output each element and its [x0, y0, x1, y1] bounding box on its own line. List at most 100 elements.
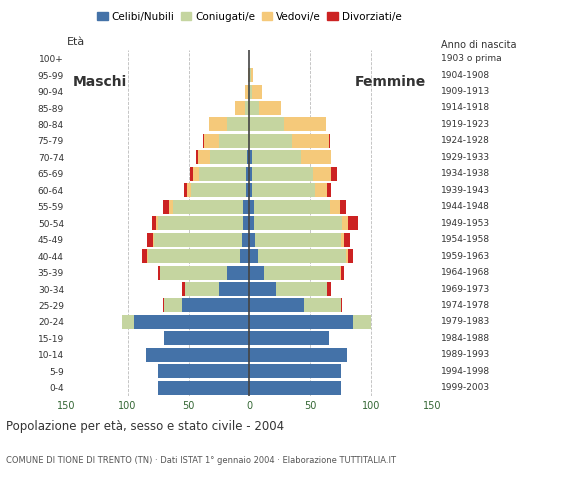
- Text: 1974-1978: 1974-1978: [441, 301, 490, 310]
- Bar: [219, 282, 249, 296]
- Text: 1934-1938: 1934-1938: [441, 169, 490, 179]
- Bar: [252, 183, 315, 197]
- Bar: [246, 167, 249, 181]
- Bar: [142, 249, 147, 263]
- Bar: [330, 200, 339, 214]
- Legend: Celibi/Nubili, Coniugati/e, Vedovi/e, Divorziati/e: Celibi/Nubili, Coniugati/e, Vedovi/e, Di…: [93, 8, 406, 26]
- Bar: [146, 348, 249, 362]
- Text: 1984-1988: 1984-1988: [441, 334, 490, 343]
- Bar: [161, 265, 227, 279]
- Bar: [198, 150, 211, 164]
- Bar: [249, 200, 254, 214]
- Bar: [249, 249, 258, 263]
- Bar: [184, 183, 187, 197]
- Bar: [249, 233, 256, 247]
- Bar: [249, 84, 252, 98]
- Bar: [341, 299, 342, 312]
- Bar: [227, 118, 249, 132]
- Text: 1969-1973: 1969-1973: [441, 285, 490, 294]
- Bar: [155, 216, 158, 230]
- Bar: [313, 167, 331, 181]
- Bar: [252, 150, 300, 164]
- Bar: [292, 134, 329, 148]
- Text: 1924-1928: 1924-1928: [441, 136, 490, 145]
- Bar: [164, 331, 249, 346]
- Bar: [249, 315, 353, 329]
- Text: Età: Età: [67, 37, 85, 47]
- Bar: [251, 68, 253, 82]
- Bar: [182, 282, 185, 296]
- Bar: [169, 200, 173, 214]
- Bar: [154, 233, 242, 247]
- Bar: [248, 68, 249, 82]
- Text: 1989-1993: 1989-1993: [441, 350, 490, 360]
- Bar: [240, 249, 249, 263]
- Bar: [122, 315, 133, 329]
- Bar: [327, 282, 331, 296]
- Bar: [191, 183, 246, 197]
- Bar: [187, 183, 191, 197]
- Bar: [252, 84, 262, 98]
- Bar: [147, 233, 153, 247]
- Bar: [249, 216, 254, 230]
- Bar: [203, 134, 204, 148]
- Bar: [152, 216, 155, 230]
- Bar: [158, 265, 161, 279]
- Bar: [209, 118, 227, 132]
- Bar: [227, 265, 249, 279]
- Bar: [348, 216, 358, 230]
- Bar: [249, 150, 252, 164]
- Text: 1999-2003: 1999-2003: [441, 383, 490, 392]
- Bar: [258, 249, 346, 263]
- Text: 1903 o prima: 1903 o prima: [441, 54, 502, 63]
- Bar: [235, 101, 245, 115]
- Text: 1944-1948: 1944-1948: [441, 202, 490, 211]
- Bar: [254, 200, 330, 214]
- Bar: [245, 84, 248, 98]
- Bar: [249, 167, 252, 181]
- Bar: [284, 118, 326, 132]
- Bar: [249, 68, 251, 82]
- Bar: [148, 249, 240, 263]
- Bar: [200, 167, 246, 181]
- Bar: [346, 249, 348, 263]
- Bar: [331, 167, 337, 181]
- Text: 1979-1983: 1979-1983: [441, 317, 490, 326]
- Text: COMUNE DI TIONE DI TRENTO (TN) · Dati ISTAT 1° gennaio 2004 · Elaborazione TUTTI: COMUNE DI TIONE DI TRENTO (TN) · Dati IS…: [6, 456, 396, 465]
- Text: 1964-1968: 1964-1968: [441, 268, 490, 277]
- Bar: [304, 299, 341, 312]
- Bar: [276, 282, 327, 296]
- Bar: [342, 216, 348, 230]
- Bar: [193, 167, 200, 181]
- Bar: [204, 134, 219, 148]
- Bar: [219, 134, 249, 148]
- Bar: [245, 101, 249, 115]
- Bar: [345, 233, 350, 247]
- Text: 1929-1933: 1929-1933: [441, 153, 490, 162]
- Text: Anno di nascita: Anno di nascita: [441, 40, 517, 50]
- Bar: [249, 118, 284, 132]
- Bar: [315, 183, 327, 197]
- Bar: [249, 299, 304, 312]
- Bar: [353, 315, 371, 329]
- Bar: [348, 249, 353, 263]
- Bar: [249, 348, 347, 362]
- Bar: [259, 101, 281, 115]
- Bar: [163, 200, 169, 214]
- Bar: [190, 167, 193, 181]
- Bar: [246, 183, 249, 197]
- Bar: [300, 150, 331, 164]
- Text: 1914-1918: 1914-1918: [441, 104, 490, 112]
- Bar: [249, 101, 259, 115]
- Bar: [211, 150, 247, 164]
- Bar: [158, 381, 249, 395]
- Text: Femmine: Femmine: [355, 75, 426, 89]
- Bar: [244, 216, 249, 230]
- Bar: [249, 183, 252, 197]
- Bar: [147, 249, 148, 263]
- Bar: [164, 299, 183, 312]
- Bar: [264, 265, 339, 279]
- Bar: [248, 84, 249, 98]
- Bar: [327, 183, 331, 197]
- Bar: [247, 150, 249, 164]
